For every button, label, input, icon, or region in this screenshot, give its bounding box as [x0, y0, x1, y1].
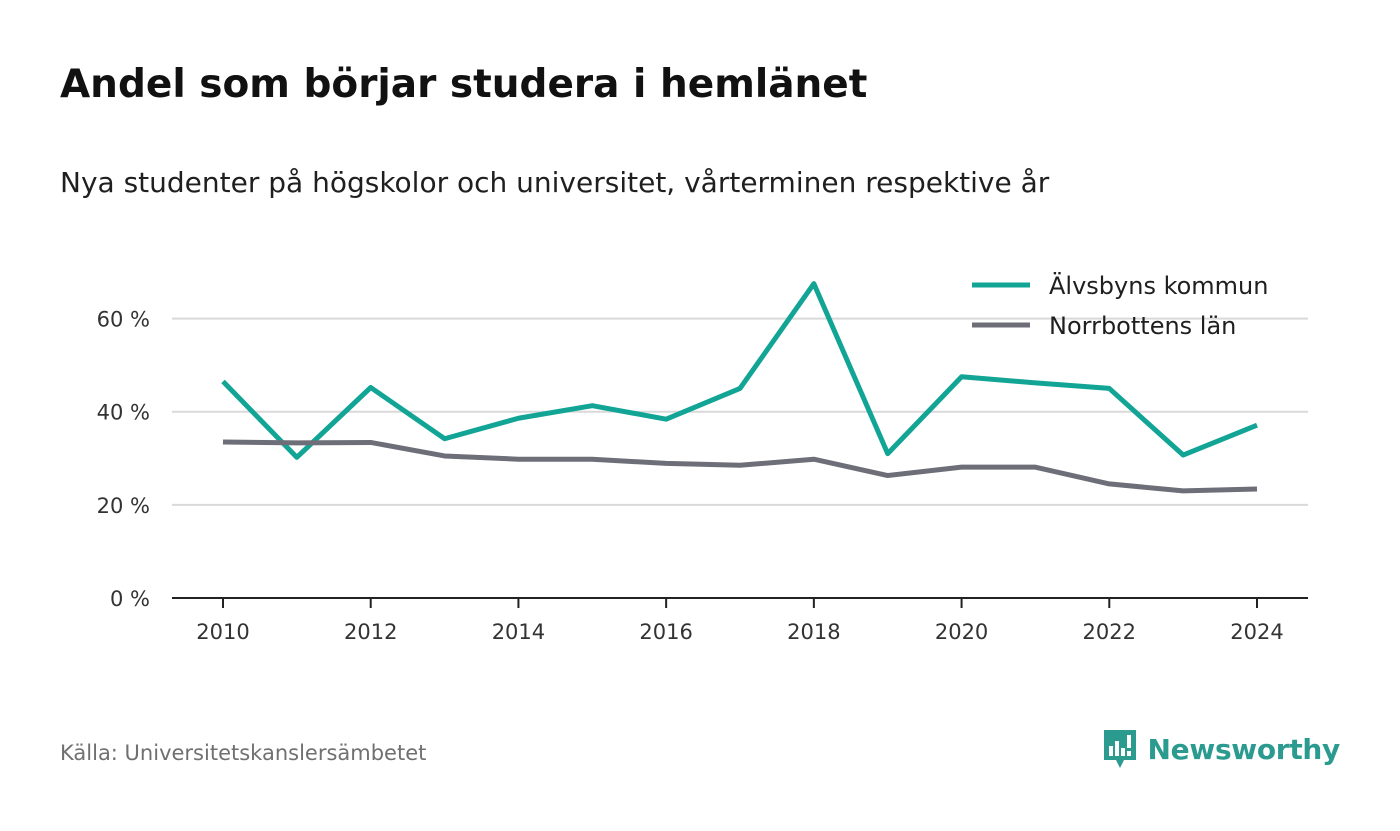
gridlines	[172, 317, 1308, 506]
legend-label: Norrbottens län	[1049, 312, 1236, 340]
y-tick-label: 0 %	[110, 587, 150, 611]
chart-subtitle: Nya studenter på högskolor och universit…	[60, 166, 1050, 199]
x-tick-label: 2012	[344, 620, 397, 644]
x-tick-label: 2020	[935, 620, 988, 644]
x-tick-label: 2018	[787, 620, 840, 644]
series-line-0	[221, 281, 1258, 460]
y-tick-label: 40 %	[97, 401, 150, 425]
brand-logo: Newsworthy	[1102, 728, 1340, 770]
series-line-1	[222, 439, 1258, 494]
legend-label: Älvsbyns kommun	[1049, 271, 1268, 300]
legend: Älvsbyns kommun Norrbottens län	[972, 271, 1268, 340]
x-tick-label: 2014	[492, 620, 545, 644]
newsworthy-logo-icon	[1103, 730, 1136, 768]
series-lines	[221, 281, 1258, 494]
axes: 0 % 20 % 40 % 60 % 2010 2012 2014 2016 2018 2020 2…	[97, 308, 1308, 644]
y-tick-label: 20 %	[97, 494, 150, 518]
x-tick-label: 2024	[1230, 620, 1283, 644]
source-note: Källa: Universitetskanslersämbetet	[60, 741, 427, 765]
x-tick-label: 2016	[639, 620, 692, 644]
y-tick-label: 60 %	[97, 308, 150, 332]
brand-name: Newsworthy	[1147, 732, 1341, 766]
x-tick-label: 2010	[196, 620, 249, 644]
x-tick-label: 2022	[1083, 620, 1136, 644]
chart-title: Andel som börjar studera i hemlänet	[60, 62, 868, 107]
